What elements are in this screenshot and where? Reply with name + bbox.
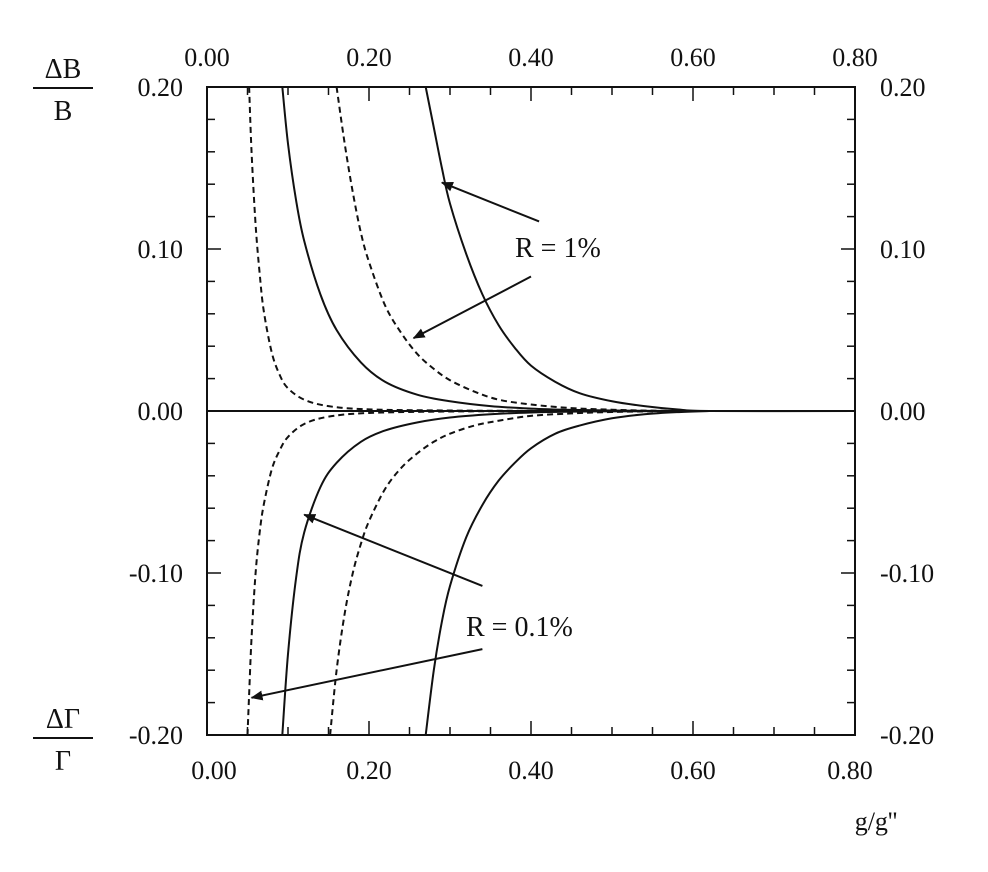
y-tick-label-left: -0.10 <box>129 559 183 588</box>
arrows-group <box>250 181 540 701</box>
y-axis-label-upper: ΔB B <box>33 54 93 127</box>
y-tick-label-left: 0.20 <box>138 73 184 102</box>
y-tick-label-left: 0.10 <box>138 235 184 264</box>
series-line-solid-1 <box>424 86 856 413</box>
x-tick-label-top: 0.80 <box>832 43 878 72</box>
x-tick-label-bottom: 0.40 <box>508 756 554 785</box>
y-label-upper-denominator: B <box>54 96 73 127</box>
y-tick-label-right: 0.10 <box>880 235 926 264</box>
series-group <box>207 86 856 736</box>
tick-marks <box>206 86 856 736</box>
x-tick-label-top: 0.00 <box>184 43 230 72</box>
x-tick-labels-bottom: 0.00 0.20 0.40 0.60 0.80 <box>191 756 873 785</box>
y-tick-labels-left: 0.20 0.10 0.00 -0.10 -0.20 <box>129 73 183 750</box>
x-tick-label-top: 0.20 <box>346 43 392 72</box>
y-axis-label-lower: ΔΓ Γ <box>33 704 93 777</box>
x-tick-labels-top: 0.00 0.20 0.40 0.60 0.80 <box>184 43 878 72</box>
x-tick-label-bottom: 0.00 <box>191 756 237 785</box>
x-tick-label-top: 0.40 <box>508 43 554 72</box>
x-tick-label-bottom: 0.60 <box>670 756 716 785</box>
y-tick-label-right: -0.20 <box>880 721 934 750</box>
y-tick-label-left: -0.20 <box>129 721 183 750</box>
annotation-arrow-0 <box>440 181 540 223</box>
y-label-lower-denominator: Γ <box>55 746 71 777</box>
annotation-arrow-1 <box>412 275 532 339</box>
x-tick-label-bottom: 0.20 <box>346 756 392 785</box>
annotation-r-1pct: R = 1% <box>515 233 601 264</box>
y-tick-label-right: 0.20 <box>880 73 926 102</box>
x-tick-label-top: 0.60 <box>670 43 716 72</box>
series-line-dashed-2 <box>248 86 694 413</box>
y-tick-label-right: 0.00 <box>880 397 926 426</box>
series-line-solid-4 <box>281 410 694 736</box>
series-line-solid-5 <box>424 410 710 736</box>
y-tick-label-right: -0.10 <box>880 559 934 588</box>
y-tick-label-left: 0.00 <box>138 397 184 426</box>
x-tick-label-bottom: 0.80 <box>827 756 873 785</box>
y-label-lower-numerator: ΔΓ <box>46 704 80 735</box>
annotation-r-0.1pct: R = 0.1% <box>466 612 573 643</box>
y-label-upper-numerator: ΔB <box>45 54 82 85</box>
x-axis-label: g/g'' <box>855 807 898 836</box>
annotation-arrow-3 <box>250 648 483 701</box>
annotation-arrow-2 <box>303 513 483 587</box>
y-tick-labels-right: 0.20 0.10 0.00 -0.10 -0.20 <box>880 73 934 750</box>
series-line-dashed-7 <box>329 410 694 736</box>
series-line-dashed-3 <box>335 86 694 412</box>
